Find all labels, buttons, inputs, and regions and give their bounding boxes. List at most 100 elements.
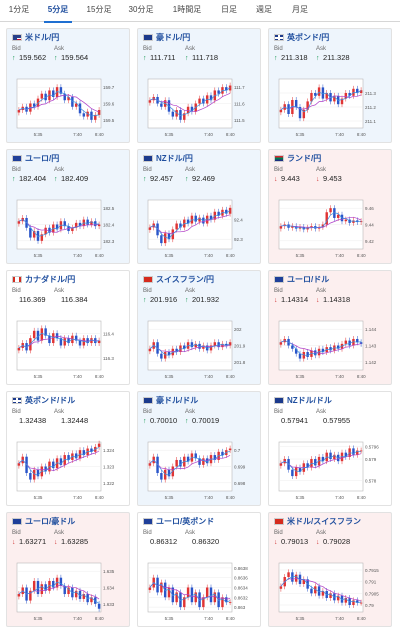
y-tick-label: 1.635: [103, 569, 115, 574]
currency-pair-name[interactable]: 米ドル/スイスフラン: [287, 517, 361, 526]
currency-card[interactable]: ランド/円 Bid Ask ↓ 9.443 ↓ 9.453 9.46 9.44 9.42 5:35 7…: [268, 149, 392, 264]
currency-pair-name[interactable]: ランド/円: [287, 154, 322, 163]
currency-pair-name[interactable]: 英ポンド/ドル: [25, 396, 76, 405]
x-tick-label: 7:40: [204, 132, 213, 137]
candle-body: [44, 93, 47, 101]
currency-card[interactable]: ユーロ/円 Bid Ask ↑ 182.404 ↑ 182.409 182.5 182.4 182…: [6, 149, 130, 264]
ma-line-slow: [149, 214, 231, 234]
candle-body: [202, 345, 205, 349]
card-title-row: NZドル/ドル: [274, 395, 386, 406]
candlestick-chart[interactable]: 211.3 211.2 211.1 5:35 7:40 8:40: [273, 76, 387, 139]
candle-body: [74, 453, 78, 459]
candle-body: [59, 87, 63, 94]
currency-pair-name[interactable]: NZドル/ドル: [287, 396, 332, 405]
candle-body: [63, 93, 66, 101]
card-title-row: スイスフラン/円: [143, 274, 255, 285]
candlestick-chart[interactable]: 1.144 1.143 1.142 5:35 7:40 8:40: [273, 318, 387, 381]
currency-card[interactable]: 英ポンド/円 Bid Ask ↑ 211.318 ↑ 211.328 211.3 211.2 21…: [268, 28, 392, 143]
currency-card[interactable]: 米ドル/円 Bid Ask ↑ 159.562 ↑ 159.564 159.7 159.6 159…: [6, 28, 130, 143]
currency-pair-name[interactable]: ユーロ/円: [25, 154, 60, 163]
candlestick-chart[interactable]: 159.7 159.6 159.5 5:35 7:40 8:40: [11, 76, 125, 139]
candle-body: [82, 113, 86, 117]
tab-4[interactable]: 1時間足: [172, 5, 202, 14]
candle-body: [163, 233, 167, 244]
currency-pair-name[interactable]: 英ポンド/円: [287, 33, 330, 42]
currency-pair-name[interactable]: ユーロ/豪ドル: [25, 517, 76, 526]
currency-pair-name[interactable]: 米ドル/円: [25, 33, 60, 42]
tab-5[interactable]: 日足: [221, 5, 237, 14]
y-tick-label: 1.322: [103, 481, 115, 486]
candle-body: [314, 459, 317, 466]
bid-value: 211.318: [281, 53, 308, 62]
tab-0[interactable]: 1分足: [8, 5, 30, 14]
bid-label: Bid: [143, 46, 152, 52]
tab-3[interactable]: 30分足: [128, 5, 154, 14]
bid-ask-labels: Bid Ask: [12, 409, 124, 415]
currency-pair-name[interactable]: 豪ドル/ドル: [156, 396, 199, 405]
y-tick-label: 116.4: [103, 331, 114, 336]
za-flag: [274, 155, 284, 162]
candlestick-chart[interactable]: 92.4 92.3 5:35 7:40 8:40: [142, 197, 256, 260]
down-arrow-icon: ↓: [12, 539, 16, 546]
ask-label: Ask: [54, 409, 65, 415]
tab-1[interactable]: 5分足: [38, 0, 78, 23]
bid-value: 0.57941: [281, 416, 309, 425]
currency-card[interactable]: NZドル/円 Bid Ask ↑ 92.457 ↑ 92.469 92.4 92.3 5:35 7:…: [137, 149, 261, 264]
candle-body: [352, 448, 355, 455]
currency-pair-name[interactable]: NZドル/円: [156, 154, 193, 163]
x-tick-label: 7:40: [335, 374, 344, 379]
candlestick-chart[interactable]: 0.7 0.699 0.698 5:35 7:40 8:40: [142, 439, 256, 502]
candle-body: [352, 338, 355, 346]
bid-value: 116.369: [19, 295, 46, 304]
ask-value: 0.70019: [192, 416, 220, 425]
currency-card[interactable]: ユーロ/英ポンド Bid Ask 0.86312 0.86320 0.8638 0.8636…: [137, 512, 261, 627]
candlestick-chart[interactable]: 182.5 182.4 182.3 5:35 7:40 8:40: [11, 197, 125, 260]
candlestick-chart[interactable]: 1.324 1.323 1.322 5:35 7:40 8:40: [11, 439, 125, 502]
candle-body: [59, 338, 63, 346]
currency-card[interactable]: 豪ドル/ドル Bid Ask ↑ 0.70010 ↑ 0.70019 0.7 0.699 0.69…: [137, 391, 261, 506]
currency-card[interactable]: 英ポンド/ドル Bid Ask 1.32438 1.32448 1.324 1.323 1.3…: [6, 391, 130, 506]
tab-6[interactable]: 週足: [256, 5, 272, 14]
candle-body: [148, 463, 152, 466]
bid-ask-labels: Bid Ask: [143, 409, 255, 415]
candle-body: [40, 234, 44, 241]
candlestick-chart[interactable]: 111.7 111.6 111.5 5:35 7:40 8:40: [142, 76, 256, 139]
currency-card[interactable]: ユーロ/豪ドル Bid Ask ↓ 1.63271 ↓ 1.63285 1.635 1.634 1…: [6, 512, 130, 627]
candlestick-chart[interactable]: 1.635 1.634 1.633 5:35 7:40 8:40: [11, 560, 125, 623]
candle-body: [213, 592, 217, 603]
currency-card[interactable]: カナダドル/円 Bid Ask 116.369 116.384 116.4 116.3 5:3…: [6, 270, 130, 385]
candle-body: [317, 456, 321, 466]
candlestick-chart[interactable]: 116.4 116.3 5:35 7:40 8:40: [11, 318, 125, 381]
x-tick-label: 8:40: [357, 132, 366, 137]
currency-pair-name[interactable]: カナダドル/円: [25, 275, 76, 284]
tab-2[interactable]: 15分足: [86, 5, 112, 14]
candlestick-chart[interactable]: 0.8638 0.8636 0.8634 0.8632 0.863 5:35 7:40 8:4…: [142, 560, 256, 623]
candlestick-chart[interactable]: 0.5796 0.579 0.578 5:35 7:40 8:40: [273, 439, 387, 502]
currency-pair-name[interactable]: 豪ドル/円: [156, 33, 191, 42]
bid-value: 92.457: [150, 174, 173, 183]
bid-value: 159.562: [19, 53, 47, 62]
candlestick-chart[interactable]: 0.7915 0.791 0.7905 0.79 5:35 7:40 8:40: [273, 560, 387, 623]
y-tick-label: 0.791: [365, 580, 377, 585]
y-tick-label: 0.7905: [365, 591, 379, 596]
candle-body: [359, 90, 363, 93]
candle-body: [221, 343, 224, 348]
tab-7[interactable]: 月足: [292, 5, 308, 14]
currency-card[interactable]: 豪ドル/円 Bid Ask ↑ 111.711 ↑ 111.718 111.7 111.6 111…: [137, 28, 261, 143]
currency-pair-name[interactable]: ユーロ/ドル: [287, 275, 330, 284]
candle-body: [63, 221, 66, 227]
candle-body: [352, 220, 355, 223]
currency-card[interactable]: NZドル/ドル Bid Ask 0.57941 0.57955 0.5796 0.579 0.…: [268, 391, 392, 506]
ma-line-fast: [149, 87, 231, 116]
candlestick-chart[interactable]: 202 201.9 201.8 5:35 7:40 8:40: [142, 318, 256, 381]
currency-pair-name[interactable]: スイスフラン/円: [156, 275, 214, 284]
up-arrow-icon: ↑: [185, 418, 189, 425]
bid-ask-values: ↑ 0.70010 ↑ 0.70019: [143, 416, 255, 425]
candlestick-chart[interactable]: 9.46 9.44 9.42 5:35 7:40 8:40: [273, 197, 387, 260]
bid-ask-labels: Bid Ask: [12, 530, 124, 536]
currency-card[interactable]: 米ドル/スイスフラン Bid Ask ↓ 0.79013 ↓ 0.79028 0.7915 0.…: [268, 512, 392, 627]
currency-card[interactable]: スイスフラン/円 Bid Ask ↑ 201.916 ↑ 201.932 202 201.9 20…: [137, 270, 261, 385]
currency-pair-name[interactable]: ユーロ/英ポンド: [156, 517, 215, 526]
currency-card[interactable]: ユーロ/ドル Bid Ask ↓ 1.14314 ↓ 1.14318 1.144 1.143 1.…: [268, 270, 392, 385]
candle-body: [213, 455, 217, 460]
